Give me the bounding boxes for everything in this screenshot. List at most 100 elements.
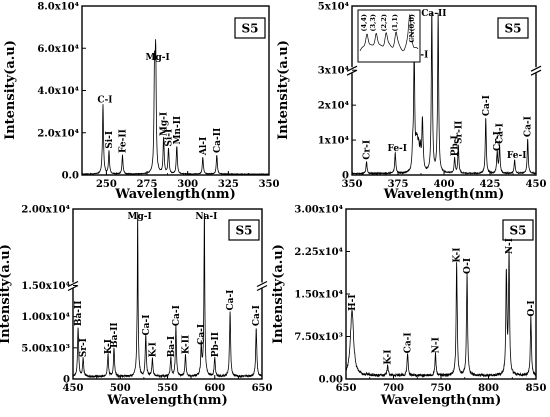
x-tick-label: 850	[526, 383, 547, 394]
peak-label: K-I	[148, 342, 158, 357]
peak-label: Cr-I	[363, 140, 373, 160]
inset-spectrum-line	[359, 13, 419, 52]
x-tick-label: 500	[110, 383, 131, 394]
x-tick-label: 650	[252, 383, 273, 394]
x-axis-label: Wavelength(nm)	[380, 393, 501, 408]
y-tick-label: 0.00	[319, 375, 343, 386]
axis-break-mark	[346, 69, 358, 76]
sample-label: S5	[509, 224, 526, 238]
peak-label: Pb-II	[211, 332, 221, 357]
peak-label: K-I	[104, 339, 114, 354]
x-tick-label: 450	[526, 179, 547, 190]
sample-label: S5	[241, 22, 258, 36]
peak-label: Mg-I	[160, 112, 170, 136]
y-tick-label: 0.0	[62, 171, 79, 182]
peak-label: N-I	[505, 238, 515, 254]
y-tick-label: 0	[63, 375, 70, 386]
y-tick-label: 7.50x10³	[294, 332, 343, 343]
x-tick-label: 350	[342, 179, 363, 190]
peak-label: Si-I	[105, 131, 115, 149]
peak-label: K-I	[384, 350, 394, 365]
peak-label: K-II	[181, 335, 191, 354]
panel-1: 250 275 300 325 350 0.0 2.0x10⁴ 4.0x10⁴ 6.0x10⁴ 8…	[3, 2, 279, 203]
peak-label: Ca-I	[142, 315, 152, 336]
y-axis-label: Intensity(a.u)	[3, 40, 18, 140]
y-tick-label: 3.00x10⁴	[294, 205, 343, 216]
peak-label: Ba-II	[110, 322, 120, 348]
x-axis-label: Wavelength(nm)	[106, 393, 227, 408]
sample-label-box	[502, 219, 534, 241]
peak-label: Pb-I	[451, 135, 461, 156]
peak-label: Ca-I	[252, 305, 262, 326]
y-tick-label: 1.50x10⁴	[294, 290, 343, 301]
y-tick-label: 5.00x10³	[21, 343, 70, 354]
sample-label: S5	[504, 22, 521, 36]
peak-label: Sr-II	[454, 121, 464, 144]
x-tick-label: 750	[431, 383, 452, 394]
sample-label: S5	[235, 224, 252, 238]
x-tick-label: 275	[137, 179, 158, 190]
inset-label: (2,2)	[380, 14, 388, 31]
spectrum-line	[345, 247, 537, 378]
x-tick-label: 250	[96, 179, 117, 190]
axis-break-mark	[530, 69, 542, 76]
y-tick-label: 2x10⁴	[318, 101, 350, 112]
y-tick-label: 4.0x10⁴	[37, 86, 79, 97]
peak-label: Si-I	[165, 129, 175, 147]
axis-break-mark	[346, 65, 358, 72]
axis-break-mark	[67, 284, 79, 292]
inset-label: (1,1)	[391, 14, 399, 31]
axis-break-gap	[532, 67, 540, 74]
x-tick-label: 325	[218, 179, 239, 190]
peak-label: Ca-II	[213, 128, 223, 153]
peak-label: H-I	[348, 294, 358, 310]
peak-label: O-I	[527, 300, 537, 316]
axis-break-gap	[258, 282, 266, 289]
sample-label-box	[228, 219, 260, 241]
x-tick-label: 425	[480, 179, 501, 190]
peak-label: Ca-I	[496, 123, 506, 144]
peak-label: N-I	[431, 337, 441, 353]
peak-label: Mg-I	[146, 53, 170, 63]
panel-2: 350 375 400 425 450 0 1x10⁴ 2x10⁴ 3x10⁴ 5x10⁴ Wave…	[276, 2, 546, 203]
peak-label: Ca-I	[524, 116, 534, 137]
peak-label: Mn-II	[173, 116, 183, 145]
x-tick-label: 350	[259, 179, 280, 190]
peak-label: Ca-I	[404, 332, 414, 353]
x-tick-label: 700	[383, 383, 404, 394]
axis-break-mark	[67, 280, 79, 288]
axis-break-mark	[530, 65, 542, 72]
y-tick-label: 2.25x10⁴	[294, 247, 343, 258]
x-tick-label: 450	[63, 383, 84, 394]
inset-label: (3,3)	[369, 14, 377, 31]
inset-label: (4,4)	[360, 14, 368, 31]
axis-break-mark	[256, 284, 268, 292]
peak-label: C-I	[97, 95, 112, 105]
peak-label: Cr-I	[493, 131, 503, 151]
peak-label: Ca-I	[172, 305, 182, 326]
y-tick-label: 3x10⁴	[318, 66, 350, 77]
y-tick-label: 6.0x10⁴	[37, 44, 79, 55]
x-tick-label: 650	[336, 383, 357, 394]
y-tick-label: 1x10⁴	[318, 136, 350, 147]
axis-break-mark	[256, 280, 268, 288]
x-tick-label: 800	[478, 383, 499, 394]
peak-label: Ca-II	[421, 9, 446, 19]
inset-frame	[357, 9, 421, 63]
sample-label-box	[234, 17, 266, 39]
peak-label: Sr-I	[79, 338, 89, 357]
peak-label: Fe-I	[507, 151, 527, 161]
inset-label: CN(0,0)	[408, 14, 416, 43]
y-tick-label: 8.0x10⁴	[37, 2, 79, 13]
peak-label: Mg-I	[128, 212, 152, 222]
inset-cn-band: (4,4) (3,3) (2,2) (1,1) CN(0,0)	[357, 9, 421, 63]
peak-label: K-I	[453, 248, 463, 263]
panel-3: 450 500 550 600 650 0 5.00x10³ 1.00x10⁴ 1.50x10⁴…	[0, 205, 272, 409]
sample-label-box	[497, 17, 529, 39]
y-axis-label: Intensity(a.u)	[0, 244, 13, 344]
x-tick-label: 550	[157, 383, 178, 394]
peak-label: Fe-II	[118, 129, 128, 153]
peak-label: Na-I	[195, 212, 217, 222]
x-tick-label: 400	[434, 179, 455, 190]
